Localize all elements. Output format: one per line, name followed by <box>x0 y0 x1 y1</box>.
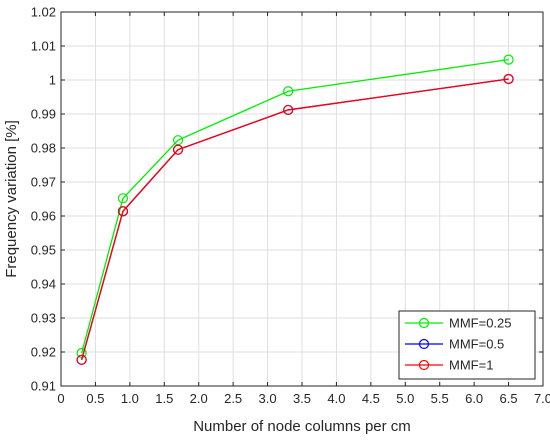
y-tick-label: 1.01 <box>31 39 56 54</box>
data-point <box>76 354 87 365</box>
x-tick-label: 2.5 <box>224 391 242 406</box>
data-point <box>503 73 514 85</box>
legend-label: MMF=0.25 <box>449 316 512 331</box>
y-tick-label: 0.98 <box>31 141 56 156</box>
x-axis-label: Number of node columns per cm <box>193 418 411 435</box>
x-tick-label: 3.5 <box>293 391 311 406</box>
legend-label: MMF=1 <box>449 358 493 373</box>
x-tick-label: 6.5 <box>500 391 518 406</box>
x-tick-label: 0.5 <box>86 391 104 406</box>
legend-box <box>398 310 536 380</box>
y-tick-label: 1 <box>49 73 56 88</box>
data-point <box>503 54 514 65</box>
x-tick-label: 7.0 <box>534 391 550 406</box>
x-tick-label: 3.0 <box>259 391 277 406</box>
series-layer <box>76 54 514 365</box>
data-point <box>283 86 294 97</box>
x-tick-label: 0 <box>57 391 64 406</box>
data-point <box>117 193 129 204</box>
series-line <box>81 58 509 354</box>
x-tick-label: 1.0 <box>121 391 139 406</box>
legend: MMF=0.25 MMF=0.5 MMF=1 <box>398 310 536 380</box>
x-tick-label: 4.5 <box>362 391 380 406</box>
y-tick-label: 0.99 <box>31 107 56 122</box>
y-tick-label: 1.02 <box>31 5 56 20</box>
y-tick-label: 0.94 <box>31 277 56 292</box>
x-tick-label: 4.0 <box>327 391 345 406</box>
y-tick-label: 0.91 <box>31 379 56 394</box>
legend-marker <box>418 317 430 329</box>
y-tick-label: 0.95 <box>31 243 56 258</box>
y-tick-label: 0.97 <box>31 175 56 190</box>
x-tick-label: 1.5 <box>155 391 173 406</box>
series-line <box>81 78 509 360</box>
data-point <box>117 206 129 217</box>
data-point <box>172 144 184 155</box>
x-tick-label: 6.0 <box>465 391 483 406</box>
legend-marker <box>418 359 430 371</box>
legend-label: MMF=0.5 <box>449 337 504 352</box>
x-tick-label: 5.0 <box>396 391 414 406</box>
y-axis-label: Frequency variation [%] <box>3 120 20 278</box>
x-tick-label: 2.0 <box>190 391 208 406</box>
y-tick-label: 0.93 <box>31 311 56 326</box>
legend-marker <box>418 338 430 350</box>
x-tick-label: 5.5 <box>431 391 449 406</box>
y-tick-label: 0.92 <box>31 345 56 360</box>
y-tick-label: 0.96 <box>31 209 56 224</box>
data-point <box>283 104 294 116</box>
ticks: 0 0.5 1.0 1.5 2.0 2.5 3.0 3.5 4.0 4.5 5.0 5.5 6.0 6.5… <box>31 5 550 407</box>
